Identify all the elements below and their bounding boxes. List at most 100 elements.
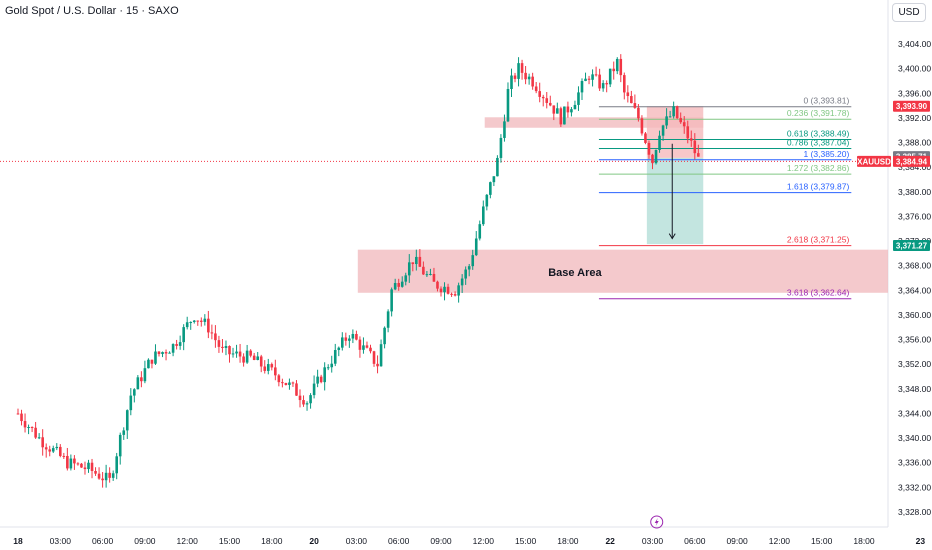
candle-body	[580, 81, 584, 93]
candle-body	[143, 368, 147, 382]
candle-body	[192, 320, 196, 322]
y-tick-label: 3,352.00	[898, 359, 931, 369]
candle-body	[510, 75, 513, 90]
candle-body	[351, 333, 355, 339]
x-tick-label: 18:00	[853, 536, 875, 546]
candle-body	[637, 107, 640, 119]
x-tick-label: 06:00	[388, 536, 410, 546]
candle-body	[566, 106, 570, 113]
candle-body	[196, 320, 200, 322]
y-tick-label: 3,332.00	[898, 482, 931, 492]
x-tick-label: 18:00	[557, 536, 579, 546]
candle-body	[429, 273, 432, 275]
candle-body	[295, 383, 298, 396]
candle-body	[503, 121, 506, 138]
candle-body	[48, 449, 52, 452]
candle-body	[584, 78, 587, 82]
candle-body	[376, 363, 379, 367]
candle-body	[27, 426, 30, 428]
candle-body	[228, 346, 231, 355]
candle-body	[390, 289, 393, 312]
candle-body	[207, 318, 210, 333]
candle-body	[203, 318, 207, 322]
candle-body	[252, 355, 256, 360]
candle-body	[594, 74, 598, 76]
candle-body	[341, 337, 344, 348]
candle-body	[323, 367, 326, 383]
x-tick-label: 23	[916, 536, 926, 546]
candle-body	[464, 269, 467, 279]
price-badge-label: 3,371.27	[896, 242, 928, 251]
candle-body	[87, 462, 90, 470]
price-badge	[857, 155, 891, 167]
price-badge-label: 3,393.90	[896, 102, 928, 111]
x-tick-label: 09:00	[430, 536, 452, 546]
candle-body	[355, 333, 358, 340]
candle-body	[513, 75, 517, 79]
candle-body	[425, 274, 429, 276]
candle-body	[633, 103, 637, 108]
candle-body	[182, 327, 185, 343]
candle-body	[319, 376, 323, 383]
candle-body	[496, 157, 499, 177]
y-tick-label: 3,348.00	[898, 384, 931, 394]
candle-body	[415, 256, 418, 265]
candle-body	[326, 367, 330, 369]
candle-body	[23, 421, 27, 428]
candle-body	[556, 108, 559, 114]
candle-body	[330, 363, 334, 368]
candle-body	[129, 395, 133, 411]
candle-body	[665, 116, 668, 126]
candle-body	[386, 311, 390, 328]
y-tick-label: 3,404.00	[898, 39, 931, 49]
candle-body	[90, 462, 94, 472]
candle-body	[344, 337, 348, 341]
y-tick-label: 3,384.00	[898, 162, 931, 172]
candle-body	[605, 83, 608, 85]
candle-body	[365, 345, 369, 348]
candle-body	[16, 413, 20, 415]
candle-body	[274, 367, 277, 376]
candle-body	[34, 427, 37, 438]
x-tick-label: 09:00	[726, 536, 748, 546]
currency-button[interactable]: USD	[892, 3, 926, 22]
candle-body	[266, 364, 270, 371]
candle-body	[682, 122, 686, 127]
candle-body	[245, 350, 249, 363]
candle-body	[587, 78, 591, 80]
candle-body	[104, 472, 108, 481]
candle-body	[552, 105, 556, 114]
candle-body	[630, 96, 633, 104]
candle-body	[231, 353, 235, 355]
candle-body	[217, 340, 221, 347]
candle-body	[189, 321, 193, 323]
fib-label: 0.236 (3,391.78)	[787, 108, 850, 118]
candle-body	[256, 356, 259, 360]
candle-body	[238, 351, 242, 357]
price-badge	[893, 100, 930, 112]
candle-body	[263, 366, 267, 371]
candle-body	[524, 72, 527, 80]
candle-body	[626, 92, 630, 97]
candle-body	[471, 255, 475, 267]
candle-body	[591, 74, 594, 80]
candle-body	[337, 347, 341, 351]
candle-body	[608, 68, 612, 85]
candle-body	[383, 327, 386, 345]
y-tick-label: 3,376.00	[898, 211, 931, 221]
candle-body	[570, 109, 573, 113]
candle-body	[291, 382, 295, 384]
y-tick-label: 3,396.00	[898, 88, 931, 98]
candle-body	[679, 118, 682, 123]
candle-body	[59, 446, 62, 456]
x-tick-label: 06:00	[684, 536, 706, 546]
candle-body	[221, 346, 224, 349]
symbol-title[interactable]: Gold Spot / U.S. Dollar · 15 · SAXO	[5, 5, 179, 17]
candle-body	[125, 410, 129, 431]
candle-body	[598, 74, 601, 89]
y-tick-label: 3,336.00	[898, 458, 931, 468]
resistance-band	[484, 117, 704, 128]
candle-body	[658, 135, 661, 150]
candle-body	[97, 473, 101, 479]
